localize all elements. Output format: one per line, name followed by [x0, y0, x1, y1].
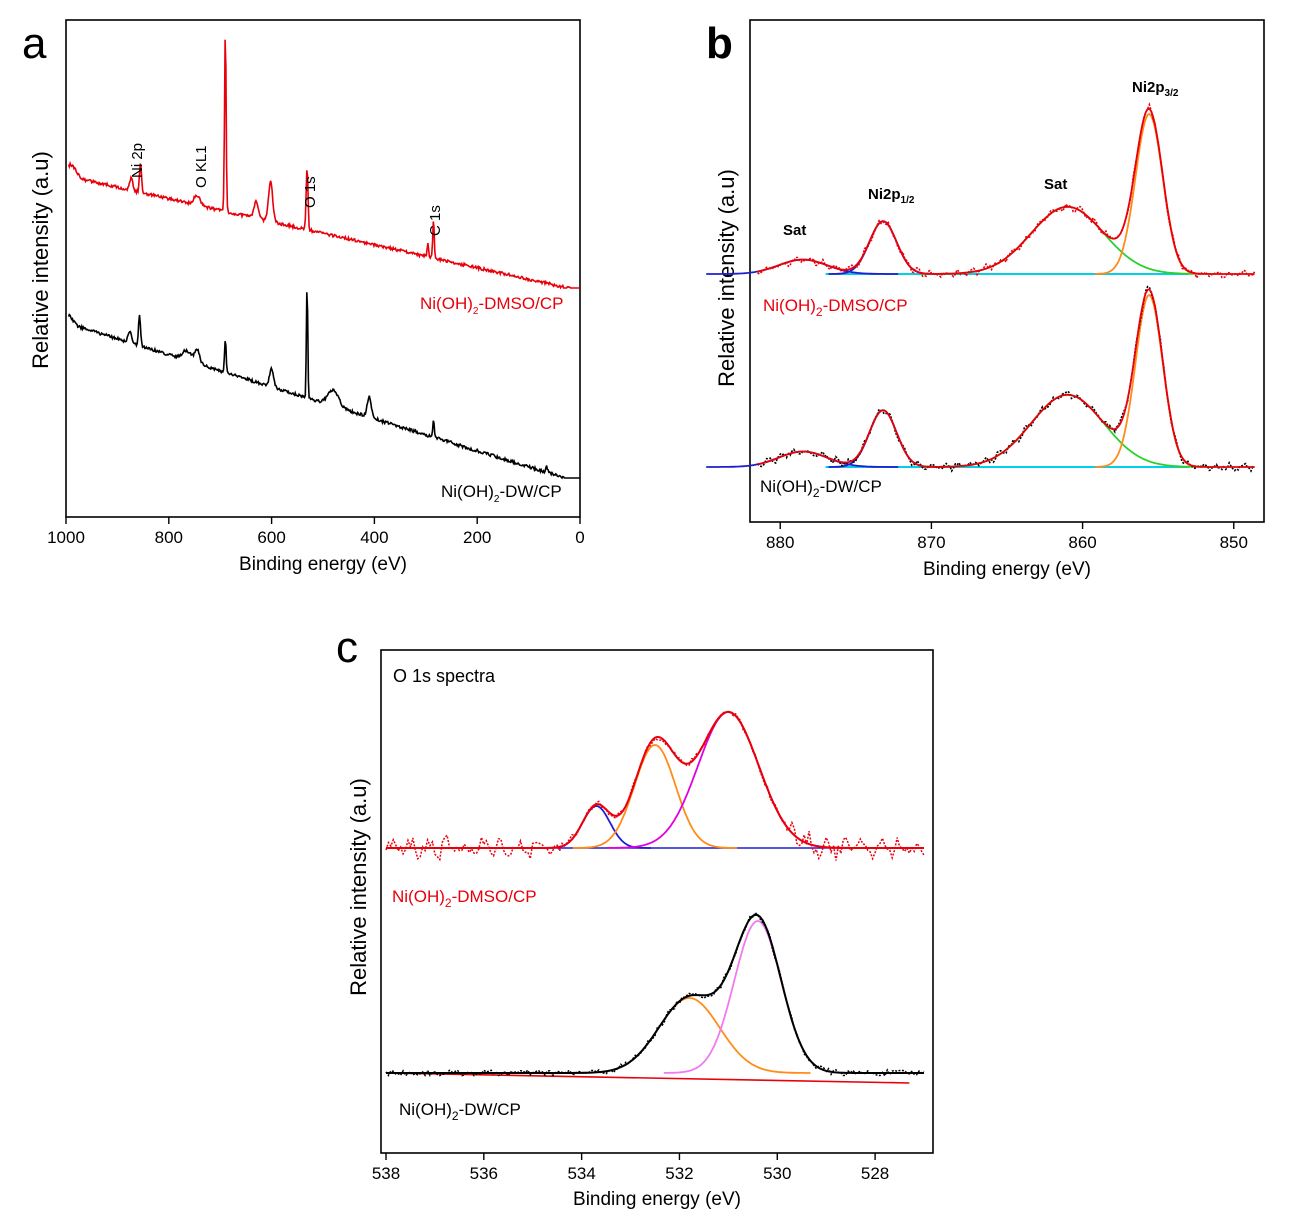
x-tick-label-870: 870: [917, 533, 945, 552]
panel-c-legend-dw: Ni(OH)2-DW/CP: [399, 1100, 521, 1123]
panel-b-dmso-envelope: [757, 107, 1255, 275]
panel-c-legend-dmso: Ni(OH)2-DMSO/CP: [392, 887, 537, 910]
x-tick-label-532: 532: [665, 1164, 693, 1183]
x-tick-label-536: 536: [470, 1164, 498, 1183]
panel-c-frame: [380, 649, 934, 1154]
panel-label-a: a: [22, 19, 47, 68]
x-tick-label-528: 528: [861, 1164, 889, 1183]
panel-c: c 538 536 534 532 530 528 Binding energy (eV)…: [336, 623, 934, 1210]
panel-b-x-ticks: 880 870 860 850: [766, 522, 1248, 552]
panel-label-b: b: [706, 19, 733, 68]
x-tick-label-850: 850: [1220, 533, 1248, 552]
panel-c-dw-fit-peak-1: [567, 997, 811, 1074]
x-tick-label-860: 860: [1068, 533, 1096, 552]
panel-a-xlabel: Binding energy (eV): [239, 554, 407, 575]
panel-c-dmso-fit-peak-1: [541, 805, 652, 849]
panel-c-dw-fit-peak-2: [663, 920, 852, 1074]
panel-b-dw-raw-data: [757, 285, 1255, 473]
panel-b-curves: [706, 102, 1256, 473]
panel-c-dmso-fit-peak-3: [607, 711, 850, 849]
x-tick-label-534: 534: [567, 1164, 595, 1183]
panel-b-dw-fit-sat1: [706, 450, 899, 468]
panel-a-series-dmso-line: [67, 39, 580, 290]
x-tick-label-0: 0: [575, 528, 584, 547]
panel-c-title: O 1s spectra: [393, 666, 496, 686]
panel-a-frame: [65, 19, 581, 518]
panel-b-dw-envelope: [757, 288, 1255, 468]
panel-c-dw-raw-data: [385, 911, 925, 1078]
panel-b-dmso-fit-ni2p32: [1094, 112, 1202, 275]
panel-a-peak-label-c1s: C 1s: [427, 205, 444, 236]
x-tick-label-880: 880: [766, 533, 794, 552]
panel-b: b 880 870 860 850 Binding energy (eV) Relat…: [706, 19, 1265, 580]
panel-b-frame: [749, 19, 1265, 523]
panel-b-label-ni2p32: Ni2p3/2: [1132, 79, 1179, 99]
panel-c-x-ticks: 538 536 534 532 530 528: [372, 1153, 889, 1183]
panel-c-dmso-fit-peak-2: [572, 744, 738, 849]
panel-b-ylabel: Relative intensity (a.u): [714, 169, 739, 387]
panel-b-dmso-raw-data: [757, 102, 1256, 280]
panel-a-x-ticks: 1000 800 600 400 200 0: [47, 517, 585, 547]
x-tick-label-530: 530: [763, 1164, 791, 1183]
x-tick-label-538: 538: [372, 1164, 400, 1183]
x-tick-label-600: 600: [257, 528, 285, 547]
panel-a-peak-label-o1s: O 1s: [302, 176, 319, 208]
panel-c-curves: [385, 710, 925, 1084]
panel-a-peak-label-ni2p: Ni 2p: [129, 143, 146, 178]
panel-a-legend-dmso: Ni(OH)2-DMSO/CP: [420, 294, 563, 317]
panel-b-label-sat-2: Sat: [1044, 176, 1067, 193]
panel-a-ylabel: Relative intensity (a.u): [28, 151, 53, 369]
x-tick-label-800: 800: [155, 528, 183, 547]
panel-b-dw-fit-ni2p12: [828, 409, 936, 468]
panel-c-dw-envelope: [386, 913, 924, 1074]
panel-c-ylabel: Relative intensity (a.u): [346, 778, 371, 996]
panel-b-dw-fit-ni2p32: [1094, 293, 1202, 468]
panel-a-legend-dw: Ni(OH)2-DW/CP: [441, 482, 562, 505]
x-tick-label-400: 400: [360, 528, 388, 547]
panel-c-dmso-raw-data: [385, 710, 925, 862]
panel-b-legend-dmso: Ni(OH)2-DMSO/CP: [763, 296, 908, 319]
panel-c-dmso-envelope: [386, 710, 924, 849]
x-tick-label-1000: 1000: [47, 528, 85, 547]
panel-a-series-dw-line: [67, 292, 580, 480]
panel-b-xlabel: Binding energy (eV): [923, 559, 1091, 580]
panel-c-xlabel: Binding energy (eV): [573, 1189, 741, 1210]
panel-b-label-sat-1: Sat: [783, 222, 806, 239]
panel-b-legend-dw: Ni(OH)2-DW/CP: [760, 477, 882, 500]
panel-b-label-ni2p12: Ni2p1/2: [868, 186, 915, 206]
x-tick-label-200: 200: [463, 528, 491, 547]
panel-label-c: c: [336, 623, 358, 672]
panel-a: a 1000 800 600 400 200 0 Binding energy (eV) …: [22, 19, 585, 575]
panel-a-peak-label-okl1: O KL1: [193, 145, 210, 188]
panel-b-dmso-fit-ni2p12: [828, 220, 936, 275]
